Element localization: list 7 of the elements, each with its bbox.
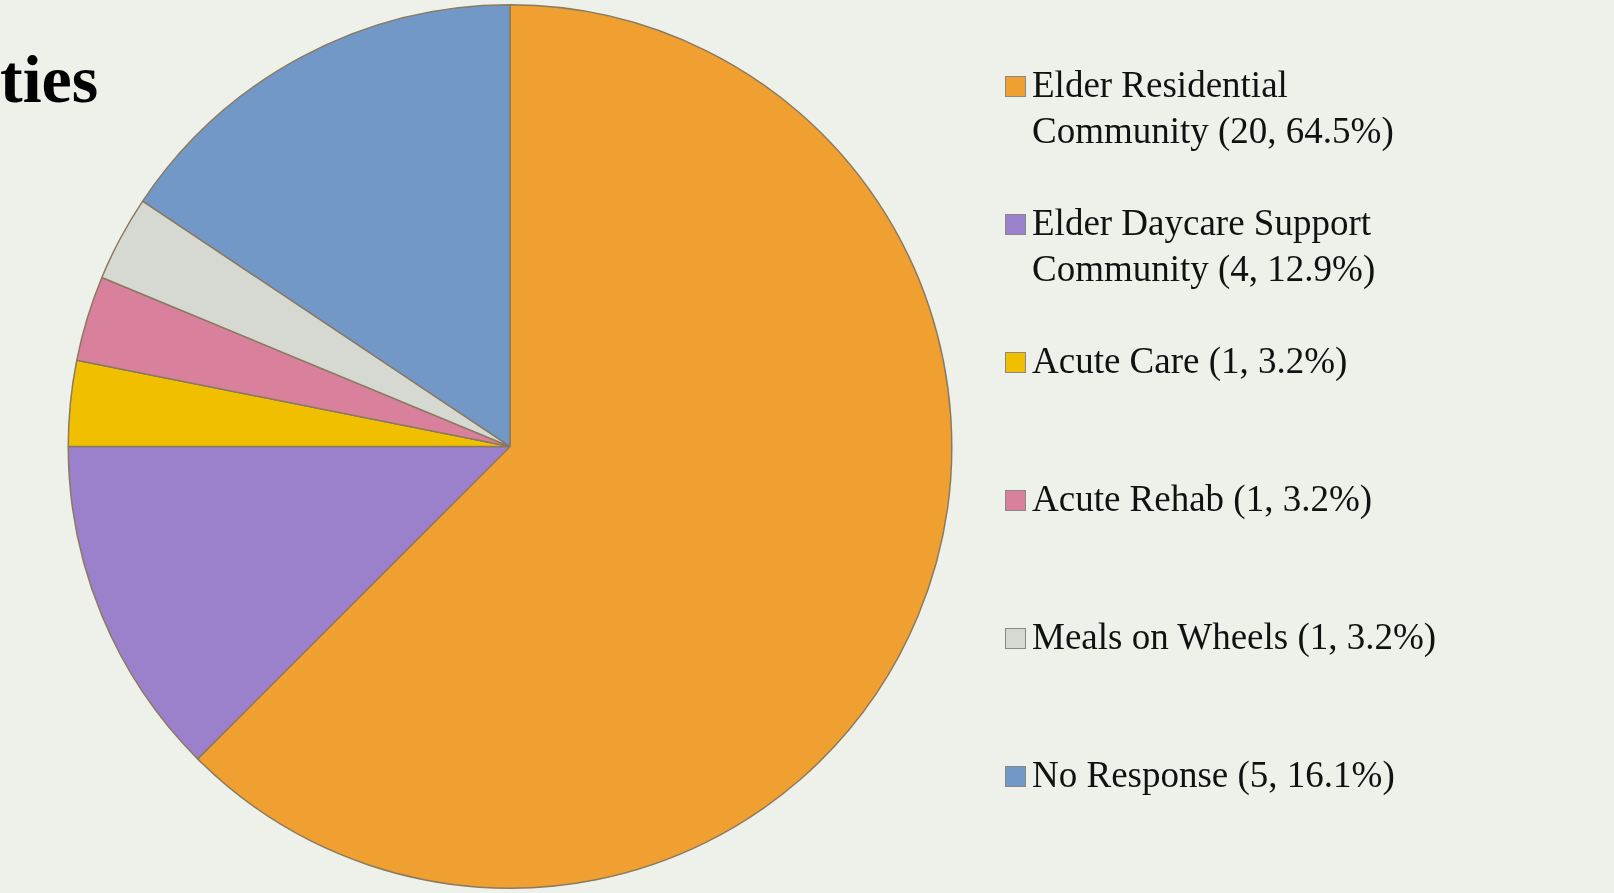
legend-label: Acute Care (1, 3.2%) <box>1032 339 1348 383</box>
legend-label: No Response (5, 16.1%) <box>1032 753 1395 797</box>
text: ties <box>0 40 99 119</box>
legend-label: Acute Rehab (1, 3.2%) <box>1032 477 1373 521</box>
legend-label: Meals on Wheels (1, 3.2%) <box>1032 615 1437 659</box>
legend-label: Elder Residential Community (20, 64.5%) <box>1032 63 1395 153</box>
legend-label: Elder Daycare Support Community (4, 12.9%) <box>1032 201 1377 291</box>
